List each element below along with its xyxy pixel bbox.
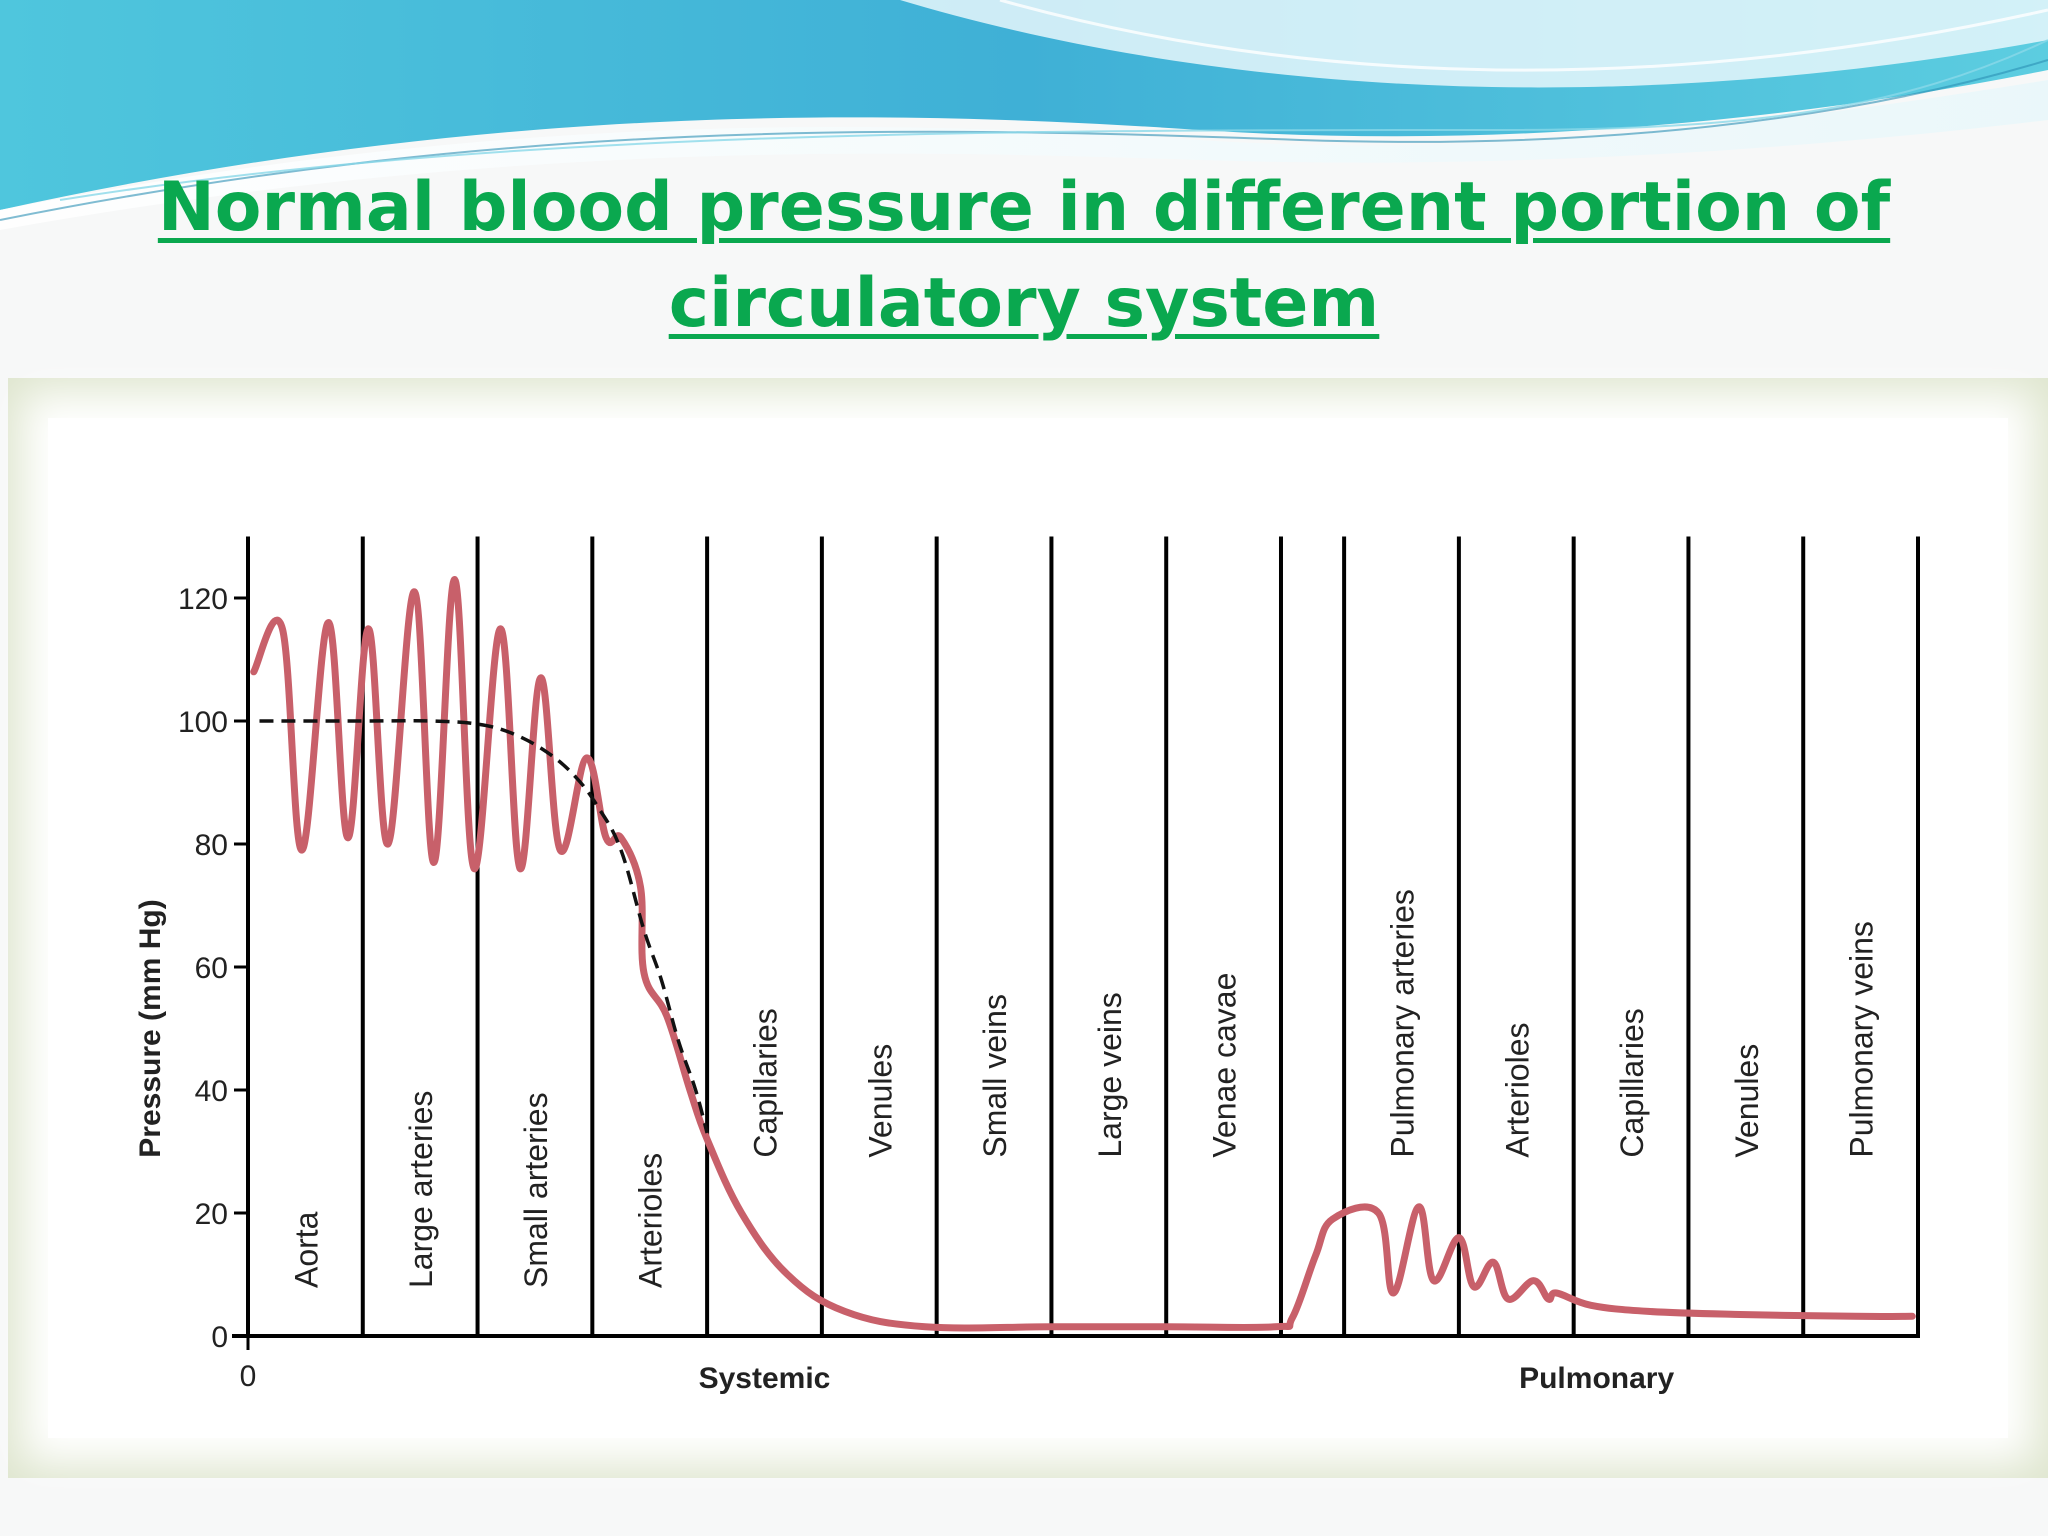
segment-label: Pulmonary veins: [1844, 921, 1880, 1158]
y-tick-label: 100: [178, 706, 228, 739]
segment-label: Aorta: [288, 1211, 324, 1288]
header-wave-banner: [0, 0, 2048, 230]
segment-label: Capillaries: [1614, 1008, 1650, 1157]
y-axis-label: Pressure (mm Hg): [134, 899, 167, 1157]
y-tick-label: 0: [211, 1321, 228, 1354]
y-tick-label: 60: [195, 952, 228, 985]
segment-label: Arterioles: [1499, 1022, 1535, 1157]
y-tick-label: 80: [195, 829, 228, 862]
segment-label: Venules: [1729, 1044, 1765, 1158]
segment-label: Small arteries: [518, 1092, 554, 1288]
segment-label: Arterioles: [633, 1153, 669, 1288]
segment-label: Large arteries: [403, 1091, 439, 1288]
y-tick-label: 40: [195, 1075, 228, 1108]
y-tick-label: 20: [195, 1198, 228, 1231]
blood-pressure-chart: 0 20 40 60 80 100 120 0 Pressure (mm Hg) Systemic…: [134, 536, 1920, 1395]
mean-pressure-curve: [259, 718, 709, 1134]
circuit-label: Systemic: [699, 1362, 831, 1395]
circuit-label: Pulmonary: [1519, 1362, 1674, 1395]
segment-label: Venae cavae: [1207, 973, 1243, 1158]
slide-title: Normal blood pressure in different porti…: [157, 168, 1891, 343]
segment-label: Capillaries: [747, 1008, 783, 1157]
y-tick-label: 120: [178, 583, 228, 616]
chart-panel: 0 20 40 60 80 100 120 0 Pressure (mm Hg) Systemic…: [48, 418, 2008, 1438]
segment-label: Pulmonary arteries: [1385, 889, 1421, 1158]
segment-label: Venules: [862, 1044, 898, 1158]
x-origin-label: 0: [240, 1360, 257, 1393]
pressure-curve: [250, 575, 1916, 1332]
chart-frame: 0 20 40 60 80 100 120 0 Pressure (mm Hg) Systemic…: [8, 378, 2048, 1478]
segment-label: Large veins: [1092, 992, 1128, 1157]
segment-label: Small veins: [977, 994, 1013, 1158]
